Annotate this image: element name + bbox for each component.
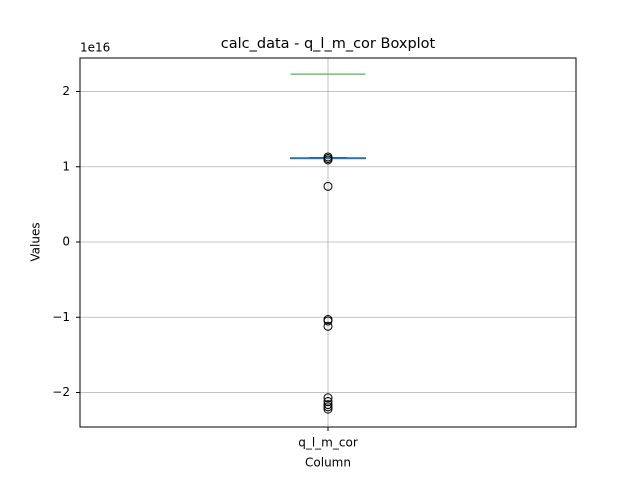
y-tick-label: 0: [62, 235, 70, 249]
outlier: [323, 316, 333, 326]
x-tick-label: q_l_m_cor: [298, 436, 358, 450]
outlier: [323, 404, 333, 414]
x-axis-label: Column: [305, 456, 351, 470]
chart-title: calc_data - q_l_m_cor Boxplot: [221, 36, 436, 52]
y-axis-label: Values: [29, 222, 43, 261]
outlier: [323, 321, 333, 331]
offset-label: 1e16: [80, 41, 110, 55]
y-tick-label: 1: [62, 159, 70, 173]
y-tick-label: 2: [62, 84, 70, 98]
y-tick-label: −1: [52, 310, 70, 324]
y-tick-label: −2: [52, 385, 70, 399]
box: [290, 157, 366, 160]
plot-frame: [79, 57, 577, 428]
outlier: [323, 400, 333, 410]
outlier: [323, 402, 333, 412]
outlier: [323, 393, 333, 403]
outlier: [323, 181, 333, 191]
outlier: [323, 155, 333, 165]
